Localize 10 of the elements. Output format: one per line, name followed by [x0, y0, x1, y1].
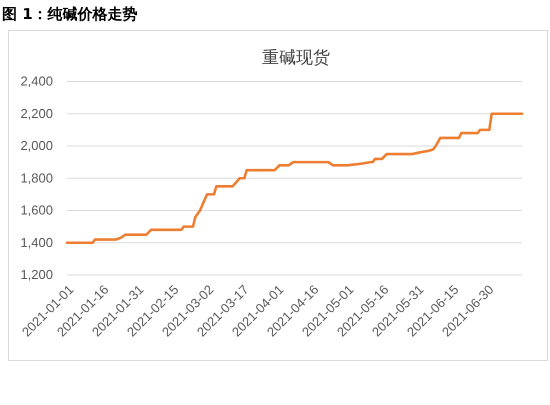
y-tick-label: 2,000: [20, 138, 53, 154]
y-tick-label: 2,200: [20, 106, 53, 121]
line-series: [66, 112, 524, 244]
y-tick-label: 2,400: [20, 74, 53, 89]
chart-subtitle: 重碱现货: [262, 48, 330, 68]
y-tick-label: 1,800: [20, 170, 53, 186]
y-tick-label: 1,400: [20, 234, 53, 250]
y-tick-label: 1,200: [20, 267, 53, 282]
y-tick-label: 1,600: [20, 202, 53, 218]
chart-title: 图 1：纯碱价格走势: [2, 5, 138, 23]
